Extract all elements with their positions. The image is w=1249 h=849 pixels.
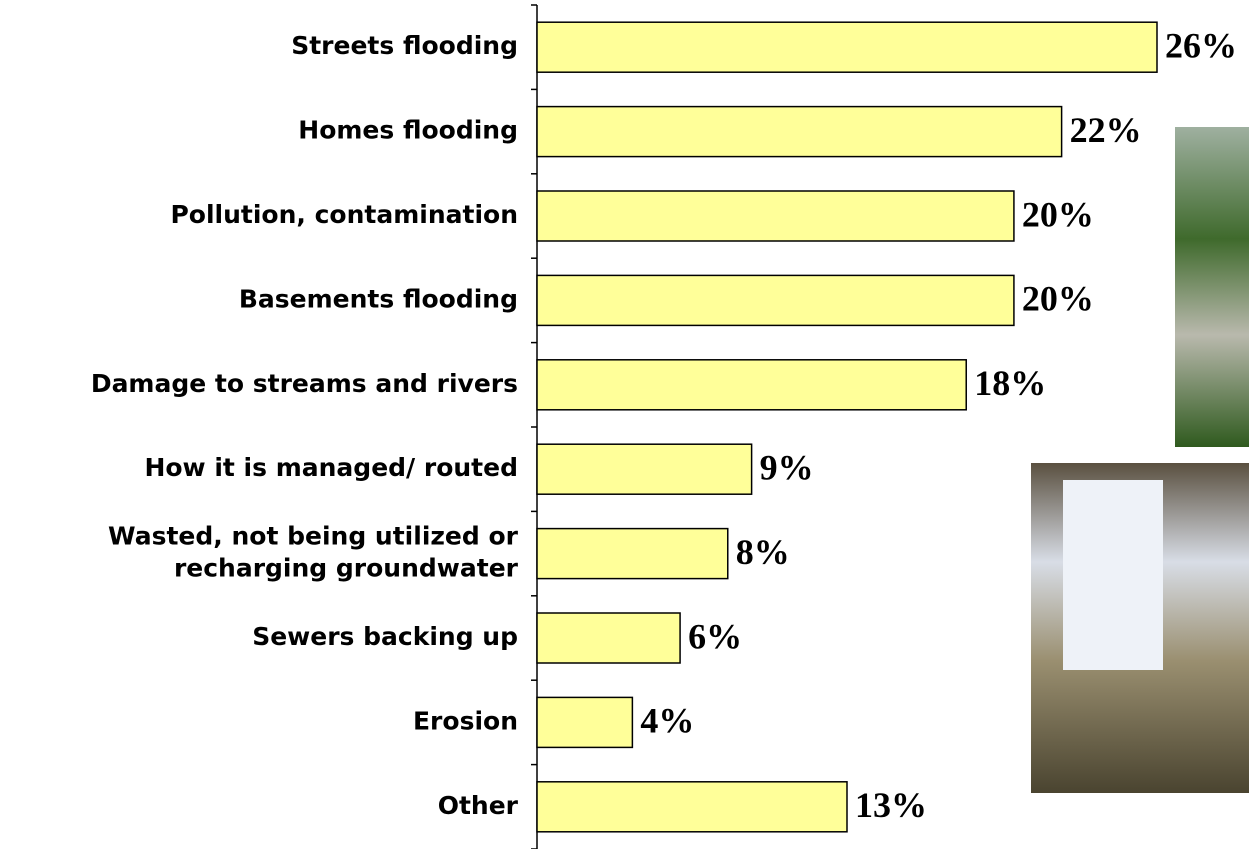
- label-line: recharging groundwater: [174, 554, 519, 583]
- label-line: Wasted, not being utilized or: [108, 522, 519, 551]
- bar: [536, 21, 1158, 73]
- category-label: Basements flooding: [239, 284, 518, 313]
- category-label: Homes flooding: [298, 116, 518, 145]
- value-label: 13%: [855, 785, 927, 825]
- category-label: Sewers backing up: [252, 622, 518, 651]
- category-label: How it is managed/ routed: [144, 453, 518, 482]
- category-label: Other: [438, 791, 519, 820]
- value-label: 6%: [688, 616, 742, 656]
- category-label: Wasted, not being utilized or recharging …: [108, 522, 519, 583]
- bar: [536, 443, 753, 495]
- value-label: 26%: [1165, 25, 1237, 65]
- category-label: Streets flooding: [291, 31, 518, 60]
- photo-window: [1063, 480, 1163, 670]
- value-label: 22%: [1070, 110, 1142, 150]
- category-label: Damage to streams and rivers: [91, 369, 518, 398]
- category-label: Pollution, contamination: [170, 200, 518, 229]
- bar: [536, 781, 848, 833]
- bar: [536, 190, 1015, 242]
- value-label: 20%: [1022, 194, 1094, 234]
- bar: [536, 274, 1015, 327]
- bar: [536, 696, 634, 749]
- bar: [536, 359, 967, 411]
- category-label: Erosion: [413, 706, 518, 735]
- value-label: 18%: [974, 363, 1046, 403]
- bar: [536, 105, 1063, 158]
- photo-street: [1175, 127, 1249, 447]
- value-label: 4%: [640, 701, 694, 741]
- value-label: 8%: [736, 532, 790, 572]
- bar: [536, 612, 681, 664]
- bar: [536, 527, 729, 580]
- value-label: 9%: [760, 447, 814, 487]
- value-label: 20%: [1022, 279, 1094, 319]
